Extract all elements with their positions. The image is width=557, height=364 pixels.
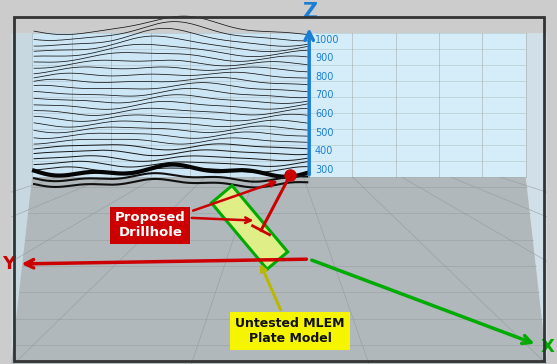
Text: Y: Y	[2, 255, 15, 273]
Text: 400: 400	[315, 146, 333, 156]
Polygon shape	[212, 186, 288, 269]
Text: Z: Z	[302, 1, 317, 21]
Polygon shape	[11, 33, 32, 364]
Polygon shape	[11, 14, 547, 364]
Polygon shape	[309, 33, 526, 177]
Text: 600: 600	[315, 109, 333, 119]
Polygon shape	[32, 33, 309, 177]
Text: Proposed
Drillhole: Proposed Drillhole	[115, 181, 275, 240]
Text: 700: 700	[315, 91, 334, 100]
Text: 1000: 1000	[315, 35, 339, 45]
Polygon shape	[526, 33, 547, 364]
Polygon shape	[11, 177, 547, 364]
Text: Untested MLEM
Plate Model: Untested MLEM Plate Model	[235, 267, 345, 345]
Text: X: X	[541, 338, 555, 356]
Text: 500: 500	[315, 127, 334, 138]
Text: 800: 800	[315, 72, 333, 82]
Text: 300: 300	[315, 165, 333, 175]
Text: 900: 900	[315, 54, 333, 63]
